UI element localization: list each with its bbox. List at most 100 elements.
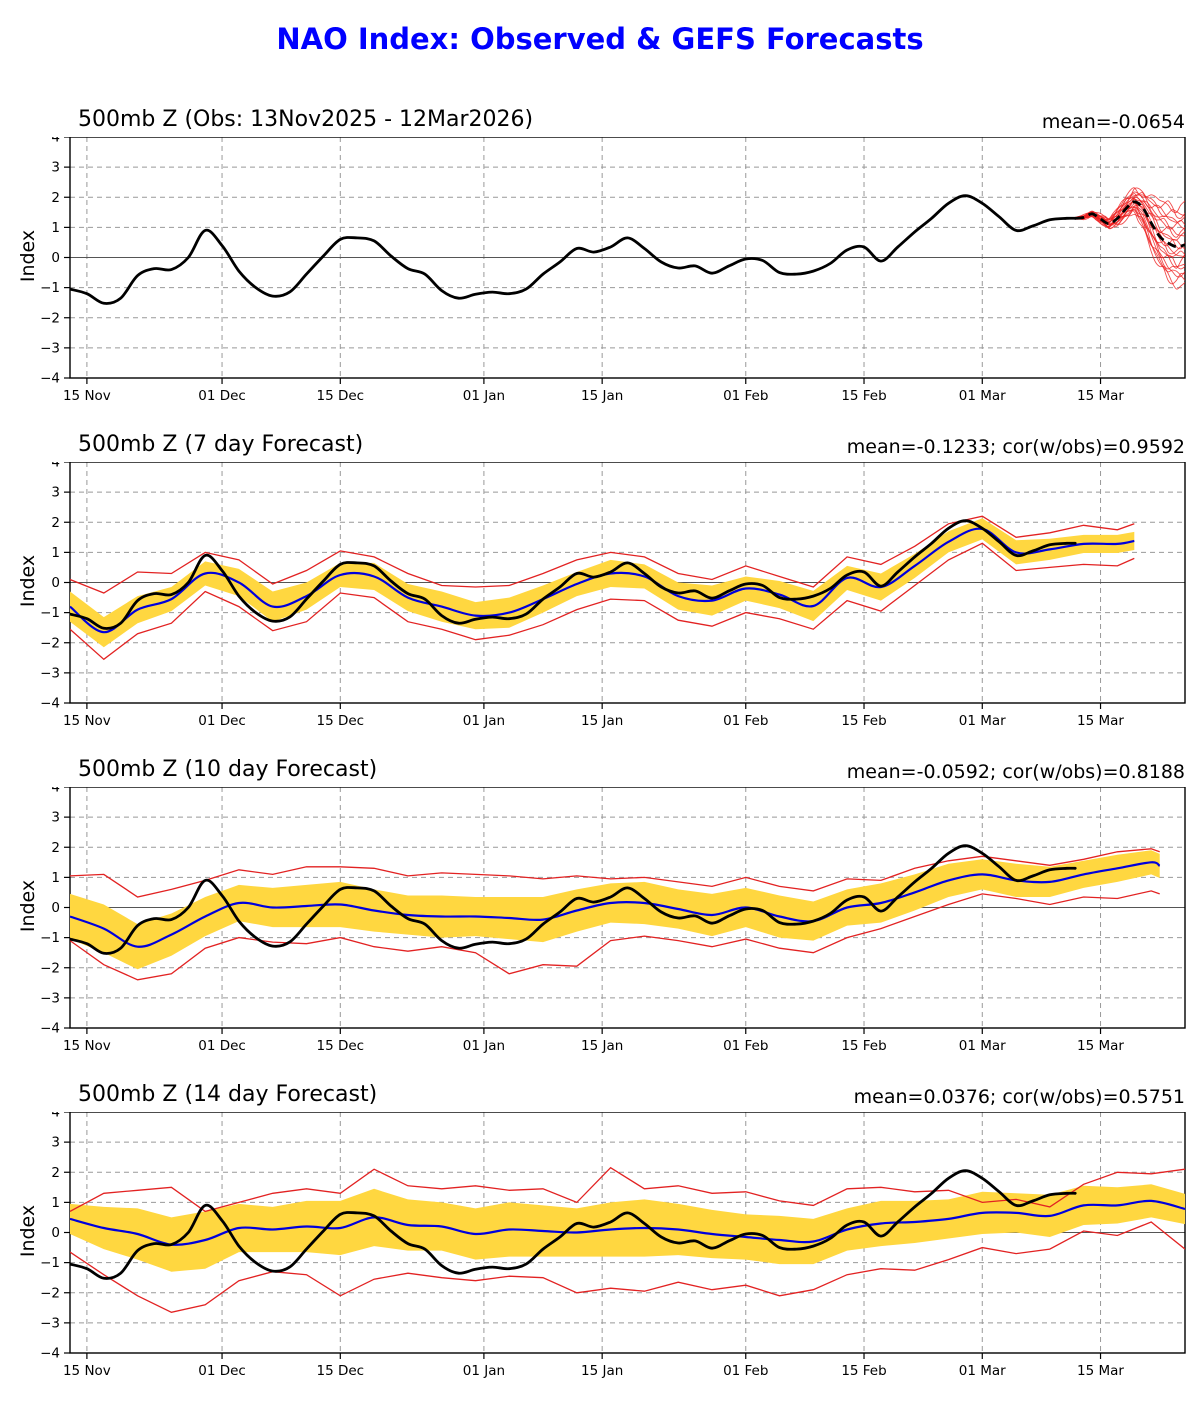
x-tick-label: 15 Jan xyxy=(581,1363,623,1379)
x-tick-label: 15 Feb xyxy=(841,1038,886,1054)
x-tick-label: 15 Jan xyxy=(581,1038,623,1054)
ticks: 15 Nov 01 Dec 15 Dec 01 Jan 15 Jan 01 Feb 15 F… xyxy=(40,137,1124,404)
y-tick-label: −4 xyxy=(40,696,60,712)
panel-title: 500mb Z (Obs: 13Nov2025 - 12Mar2026) xyxy=(78,107,534,132)
x-tick-label: 15 Dec xyxy=(317,713,365,729)
data-layer xyxy=(70,187,1185,305)
x-tick-label: 01 Feb xyxy=(723,713,768,729)
ticks: 15 Nov 01 Dec 15 Dec 01 Jan 15 Jan 01 Feb 15 F… xyxy=(40,787,1124,1054)
x-tick-label: 15 Nov xyxy=(63,388,111,404)
y-tick-label: 2 xyxy=(51,190,60,206)
y-tick-label: 2 xyxy=(51,840,60,856)
x-tick-label: 01 Dec xyxy=(198,713,246,729)
x-tick-label: 15 Jan xyxy=(581,388,623,404)
y-tick-label: 4 xyxy=(51,137,60,146)
y-tick-label: −1 xyxy=(40,1255,60,1271)
y-tick-label: −1 xyxy=(40,280,60,296)
y-tick-label: −4 xyxy=(40,1346,60,1362)
x-tick-label: 01 Dec xyxy=(198,1363,246,1379)
ensemble-mean-line xyxy=(70,1199,1185,1246)
y-tick-label: −2 xyxy=(40,1285,60,1301)
y-tick-label: 2 xyxy=(51,1165,60,1181)
y-tick-label: 0 xyxy=(51,575,60,591)
x-tick-label: 01 Feb xyxy=(723,1363,768,1379)
x-tick-label: 01 Mar xyxy=(959,1363,1006,1379)
plot-frame xyxy=(69,137,1186,379)
y-tick-label: −2 xyxy=(40,960,60,976)
y-tick-label: −2 xyxy=(40,310,60,326)
panel-forecast-10day-header: 500mb Z (10 day Forecast) mean=-0.0592; … xyxy=(0,755,1200,785)
x-tick-label: 01 Jan xyxy=(463,1363,505,1379)
x-tick-label: 15 Nov xyxy=(63,1363,111,1379)
x-tick-label: 01 Jan xyxy=(463,388,505,404)
y-tick-label: 4 xyxy=(51,787,60,796)
y-tick-label: −1 xyxy=(40,605,60,621)
observed-line xyxy=(70,519,1077,630)
panel-title: 500mb Z (14 day Forecast) xyxy=(78,1082,378,1107)
ensemble-spread-band xyxy=(70,518,1135,648)
x-tick-label: 01 Mar xyxy=(959,388,1006,404)
x-tick-label: 15 Nov xyxy=(63,1038,111,1054)
panel-forecast-10day-plot: 15 Nov 01 Dec 15 Dec 01 Jan 15 Jan 01 Feb 15 F… xyxy=(40,787,1186,1054)
y-tick-label: −4 xyxy=(40,1021,60,1037)
y-tick-label: 0 xyxy=(51,1225,60,1241)
x-tick-label: 15 Feb xyxy=(841,388,886,404)
forecast-mean-dashed-line xyxy=(1075,200,1185,249)
ensemble-mean-line xyxy=(70,861,1161,948)
x-tick-label: 01 Mar xyxy=(959,713,1006,729)
panel-stats: mean=-0.1233; cor(w/obs)=0.9592 xyxy=(846,436,1185,458)
x-tick-label: 15 Feb xyxy=(841,713,886,729)
ticks: 15 Nov 01 Dec 15 Dec 01 Jan 15 Jan 01 Feb 15 F… xyxy=(40,462,1124,729)
y-tick-label: 4 xyxy=(51,462,60,471)
y-tick-label: −3 xyxy=(40,340,60,356)
panel-forecast-14day-plot: 15 Nov 01 Dec 15 Dec 01 Jan 15 Jan 01 Feb 15 F… xyxy=(40,1112,1186,1379)
panel-forecast-10day: 500mb Z (10 day Forecast) mean=-0.0592; … xyxy=(0,755,1200,1080)
y-tick-label: 1 xyxy=(51,870,60,886)
panel-stats: mean=-0.0592; cor(w/obs)=0.8188 xyxy=(846,761,1185,783)
y-tick-label: −2 xyxy=(40,635,60,651)
envelope-max-line xyxy=(70,515,1135,594)
x-tick-label: 01 Mar xyxy=(959,1038,1006,1054)
x-tick-label: 15 Mar xyxy=(1077,1363,1124,1379)
envelope-max-line xyxy=(70,848,1160,898)
envelope-max-line xyxy=(70,1166,1185,1213)
y-tick-label: 3 xyxy=(51,160,60,176)
x-tick-label: 15 Feb xyxy=(841,1363,886,1379)
x-tick-label: 01 Dec xyxy=(198,1038,246,1054)
x-tick-label: 15 Jan xyxy=(581,713,623,729)
y-tick-label: 0 xyxy=(51,900,60,916)
y-tick-label: 1 xyxy=(51,1195,60,1211)
y-tick-label: 1 xyxy=(51,545,60,561)
y-tick-label: −3 xyxy=(40,1315,60,1331)
panel-stats: mean=0.0376; cor(w/obs)=0.5751 xyxy=(853,1086,1185,1108)
observed-line xyxy=(70,844,1077,955)
envelope-min-line xyxy=(70,1221,1185,1313)
ticks: 15 Nov 01 Dec 15 Dec 01 Jan 15 Jan 01 Feb 15 F… xyxy=(40,1112,1124,1379)
panel-observed-plot: 15 Nov 01 Dec 15 Dec 01 Jan 15 Jan 01 Feb 15 F… xyxy=(40,137,1186,404)
x-tick-label: 15 Dec xyxy=(317,388,365,404)
panel-observed: 500mb Z (Obs: 13Nov2025 - 12Mar2026) mea… xyxy=(0,105,1200,430)
panel-observed-header: 500mb Z (Obs: 13Nov2025 - 12Mar2026) mea… xyxy=(0,105,1200,135)
observed-line xyxy=(70,1169,1077,1280)
panel-title: 500mb Z (7 day Forecast) xyxy=(78,432,364,457)
y-tick-label: −3 xyxy=(40,665,60,681)
x-tick-label: 15 Dec xyxy=(317,1038,365,1054)
ensemble-member-line xyxy=(1075,206,1185,278)
y-tick-label: 2 xyxy=(51,515,60,531)
y-tick-label: 0 xyxy=(51,250,60,266)
y-tick-label: 3 xyxy=(51,485,60,501)
panel-forecast-7day: 500mb Z (7 day Forecast) mean=-0.1233; c… xyxy=(0,430,1200,755)
figure-title: NAO Index: Observed & GEFS Forecasts xyxy=(276,22,924,56)
x-tick-label: 15 Nov xyxy=(63,713,111,729)
ensemble-spread-band xyxy=(70,850,1160,970)
panel-title: 500mb Z (10 day Forecast) xyxy=(78,757,378,782)
x-tick-label: 15 Mar xyxy=(1077,713,1124,729)
plot-frame xyxy=(69,462,1186,704)
ensemble-member-line xyxy=(1075,187,1185,221)
x-tick-label: 15 Mar xyxy=(1077,388,1124,404)
y-tick-label: 1 xyxy=(51,220,60,236)
x-tick-label: 15 Mar xyxy=(1077,1038,1124,1054)
observed-line xyxy=(70,194,1077,305)
panel-forecast-14day: 500mb Z (14 day Forecast) mean=0.0376; c… xyxy=(0,1080,1200,1405)
y-tick-label: 4 xyxy=(51,1112,60,1121)
